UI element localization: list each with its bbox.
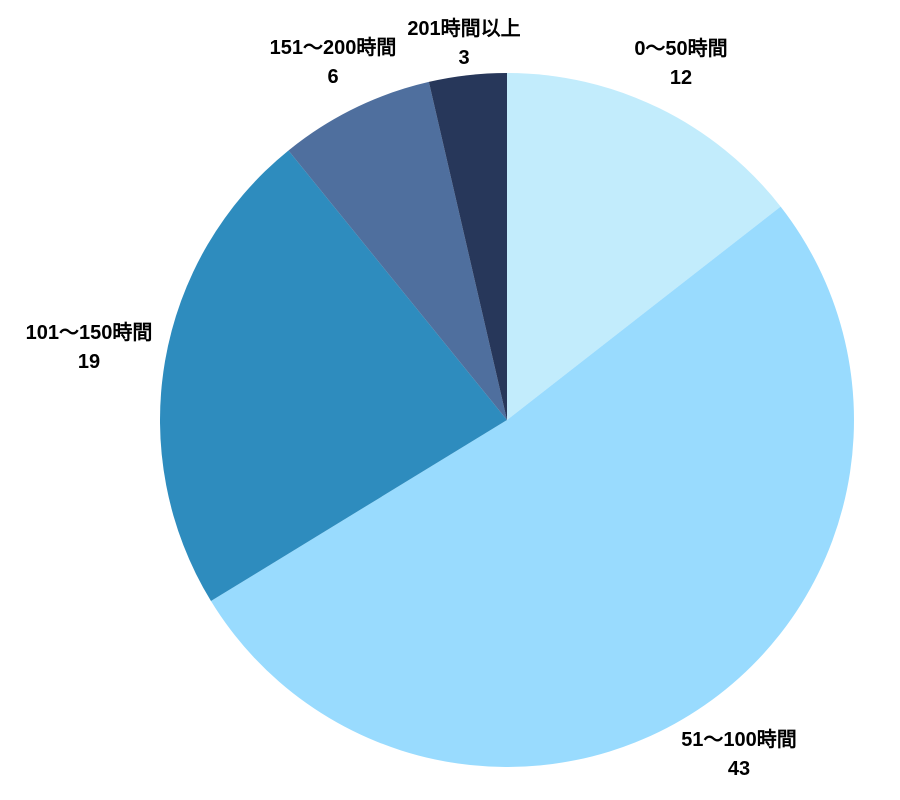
pie-slice-2	[159, 150, 508, 602]
pie-slice-3	[288, 81, 507, 420]
pie-slice-4	[428, 73, 507, 420]
pie-slice-1	[210, 206, 854, 767]
pie-slice-0	[507, 73, 781, 420]
